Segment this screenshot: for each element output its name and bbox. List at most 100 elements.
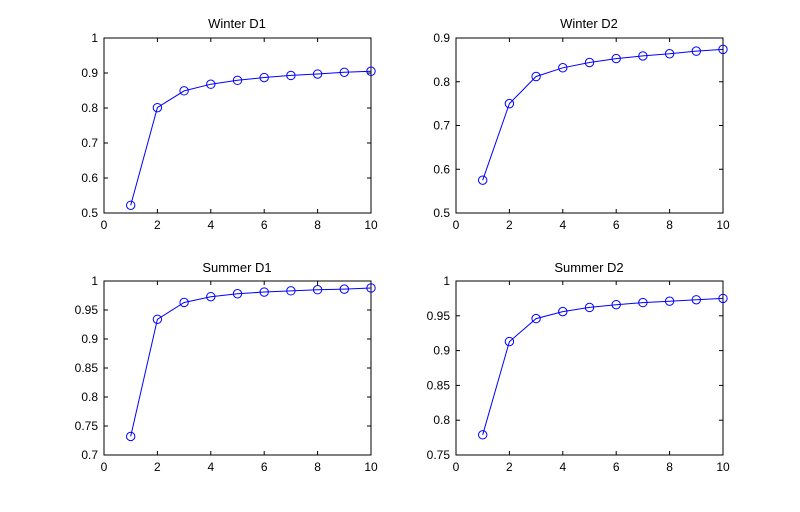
data-point: [312, 285, 323, 295]
data-point: [366, 66, 376, 76]
y-tick-label: 0.8: [81, 101, 98, 115]
data-point: [126, 431, 136, 442]
y-tick-label: 0.9: [433, 31, 450, 45]
data-point: [504, 98, 515, 109]
subplot-summer-d1: Summer D1 0 2 4 6 8 10 0.7 0.75 0.8 0.85 0.9 0.95 1: [75, 260, 378, 474]
data-point: [611, 299, 621, 310]
data-point: [126, 200, 136, 211]
x-tick-label: 2: [154, 218, 161, 232]
data-point: [664, 296, 675, 306]
x-tick-label: 2: [506, 460, 513, 474]
data-point: [259, 287, 269, 297]
data-point: [638, 297, 648, 308]
x-tick-label: 0: [101, 460, 108, 474]
x-tick-label: 8: [314, 218, 321, 232]
data-point: [584, 57, 595, 68]
data-point: [152, 102, 163, 113]
data-point: [718, 293, 728, 304]
x-tick-label: 10: [716, 460, 730, 474]
y-tick-label: 0.8: [433, 413, 450, 427]
subplot-winter-d2: Winter D2 0 2 4 6 8 10 0.5 0.6 0.7 0.8 0.9: [433, 16, 730, 232]
data-point: [179, 86, 189, 96]
subplot-title: Summer D1: [202, 260, 271, 275]
data-point: [206, 79, 216, 89]
data-point: [558, 306, 568, 317]
plot-area: [455, 280, 724, 456]
data-point: [664, 49, 675, 59]
plot-area: [455, 37, 724, 214]
subplot-title: Winter D2: [560, 16, 618, 31]
plot-area: [103, 37, 372, 214]
subplot-summer-d2: Summer D2 0 2 4 6 8 10 0.75 0.8 0.85 0.9 0.95 1: [427, 260, 730, 474]
x-tick-label: 8: [666, 460, 673, 474]
x-tick-label: 2: [154, 460, 161, 474]
x-tick-label: 4: [207, 218, 214, 232]
y-tick-label: 0.9: [81, 66, 98, 80]
subplot-winter-d1: Winter D1 0 2 4 6 8 10 0.5 0.6 0.7 0.8 0.9 1: [81, 16, 378, 232]
data-point: [232, 75, 243, 86]
y-tick-label: 0.85: [427, 378, 451, 392]
x-tick-label: 10: [364, 218, 378, 232]
data-point: [478, 175, 488, 185]
data-point: [584, 302, 595, 313]
data-point: [339, 67, 349, 78]
data-point: [366, 283, 376, 293]
series-line: [130, 287, 372, 437]
data-point: [531, 313, 541, 324]
y-tick-label: 0.95: [75, 303, 99, 317]
series-line: [130, 70, 372, 206]
y-tick-label: 0.9: [433, 344, 450, 358]
data-point: [179, 297, 189, 308]
x-tick-label: 4: [559, 460, 566, 474]
data-point: [152, 314, 163, 324]
y-tick-label: 0.85: [75, 361, 99, 375]
data-point: [206, 291, 216, 302]
data-point: [691, 46, 701, 56]
data-point: [718, 44, 728, 55]
data-point: [611, 53, 621, 64]
x-tick-label: 10: [364, 460, 378, 474]
subplot-title: Winter D1: [208, 16, 266, 31]
data-point: [286, 70, 296, 81]
data-point: [286, 286, 296, 296]
y-tick-label: 0.95: [427, 309, 451, 323]
x-tick-label: 0: [101, 218, 108, 232]
y-tick-label: 0.7: [81, 448, 98, 462]
y-tick-label: 0.8: [81, 390, 98, 404]
x-tick-label: 6: [613, 460, 620, 474]
y-tick-label: 0.6: [433, 162, 450, 176]
y-tick-label: 1: [443, 274, 450, 288]
y-tick-label: 0.75: [75, 419, 99, 433]
x-tick-label: 6: [261, 218, 268, 232]
data-point: [638, 51, 648, 61]
y-tick-label: 0.5: [81, 206, 98, 220]
x-tick-label: 8: [314, 460, 321, 474]
data-point: [504, 336, 515, 347]
y-tick-label: 0.75: [427, 448, 451, 462]
x-tick-label: 0: [453, 218, 460, 232]
x-tick-label: 6: [613, 218, 620, 232]
data-point: [259, 72, 269, 83]
x-tick-label: 2: [506, 218, 513, 232]
x-tick-label: 4: [559, 218, 566, 232]
data-point: [478, 430, 488, 440]
y-tick-label: 0.5: [433, 206, 450, 220]
y-tick-label: 1: [91, 31, 98, 45]
y-tick-label: 0.7: [81, 136, 98, 150]
x-tick-label: 6: [261, 460, 268, 474]
y-tick-label: 0.8: [433, 75, 450, 89]
x-tick-label: 10: [716, 218, 730, 232]
x-tick-label: 8: [666, 218, 673, 232]
data-point: [232, 289, 243, 299]
plot-area: [103, 280, 372, 456]
y-tick-label: 0.6: [81, 171, 98, 185]
y-tick-label: 1: [91, 274, 98, 288]
y-tick-label: 0.9: [81, 332, 98, 346]
data-point: [312, 69, 323, 79]
x-tick-label: 0: [453, 460, 460, 474]
data-point: [339, 284, 349, 294]
data-point: [691, 295, 701, 305]
data-point: [558, 63, 568, 73]
subplot-title: Summer D2: [554, 260, 623, 275]
